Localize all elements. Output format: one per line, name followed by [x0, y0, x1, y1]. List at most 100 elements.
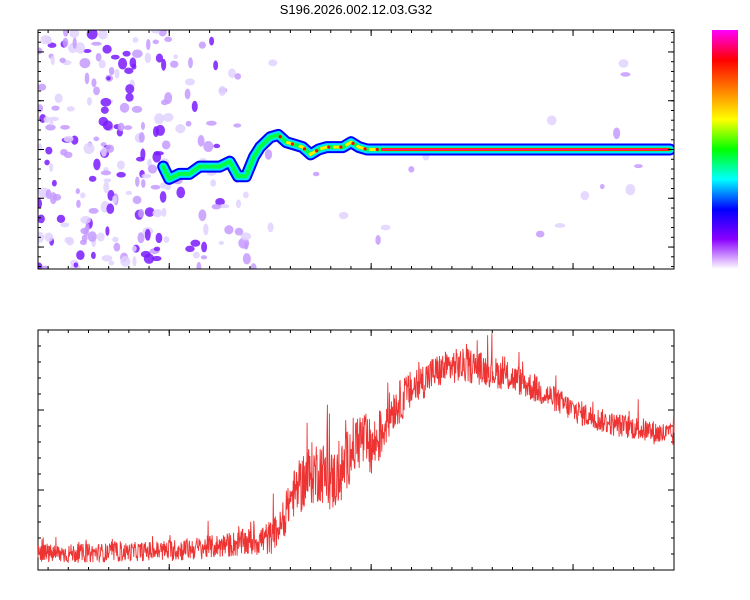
noise-blob — [100, 146, 107, 157]
figure-title: S196.2026.002.12.03.G32 — [280, 2, 433, 17]
noise-blob — [224, 225, 234, 235]
noise-blob — [153, 246, 161, 252]
noise-blob — [234, 73, 242, 80]
noise-blob — [38, 214, 45, 224]
noise-blob — [80, 215, 91, 224]
noise-blob — [201, 241, 208, 253]
noise-blob — [103, 181, 110, 194]
noise-blob — [151, 30, 161, 34]
noise-blob — [56, 214, 66, 223]
noise-blob — [80, 192, 86, 199]
noise-blob — [152, 209, 163, 218]
noise-blob — [164, 36, 173, 43]
noise-blob — [161, 140, 171, 150]
noise-blob — [102, 44, 112, 54]
noise-blob — [228, 68, 236, 79]
noise-blob — [91, 41, 102, 46]
noise-blob — [63, 151, 73, 159]
noise-blob — [146, 38, 151, 51]
noise-blob — [197, 134, 205, 147]
noise-blob — [83, 143, 95, 154]
noise-blob — [210, 179, 217, 187]
noise-blob — [131, 49, 143, 59]
noise-blob — [59, 57, 66, 63]
noise-blob — [76, 199, 81, 208]
noise-blob — [38, 231, 45, 243]
noise-blob — [138, 132, 145, 143]
snr-series-line — [37, 333, 675, 564]
noise-blob — [79, 58, 91, 69]
noise-blob — [54, 93, 63, 104]
noise-blob — [38, 198, 43, 209]
noise-blob — [108, 66, 115, 76]
colorbar — [712, 30, 738, 269]
noise-blob — [150, 184, 161, 190]
noise-blob — [613, 127, 621, 140]
noise-blob — [105, 226, 110, 236]
noise-blob — [580, 190, 590, 201]
noise-blob — [125, 190, 133, 196]
noise-blob — [169, 60, 179, 68]
noise-blob — [184, 88, 191, 100]
noise-blob — [140, 148, 146, 160]
noise-blob — [213, 143, 221, 149]
noise-blob — [83, 48, 92, 53]
noise-blob — [105, 144, 115, 153]
noise-blob — [75, 188, 80, 195]
noise-blob — [101, 255, 113, 262]
noise-blob — [234, 227, 244, 236]
trace-peak-dot — [302, 147, 307, 151]
noise-blob — [38, 83, 47, 91]
noise-blob — [106, 203, 115, 215]
noise-blob — [116, 160, 125, 170]
noise-blob — [60, 222, 70, 228]
noise-blob — [250, 263, 257, 269]
noise-blob — [132, 245, 137, 252]
noise-blob — [132, 37, 139, 43]
noise-blob — [218, 85, 227, 97]
trace-peak-dot — [290, 142, 294, 146]
noise-blob — [116, 171, 126, 178]
noise-blob — [200, 255, 208, 260]
noise-blob — [117, 122, 125, 132]
noise-blob — [51, 179, 57, 187]
noise-blob — [268, 59, 278, 67]
noise-blob — [235, 199, 242, 209]
noise-blob — [108, 260, 115, 266]
noise-blob — [184, 78, 195, 86]
snr-plot-frame — [37, 329, 675, 571]
noise-blob — [113, 242, 121, 252]
noise-blob — [141, 173, 152, 179]
noise-blob — [45, 146, 53, 155]
noise-blob — [375, 235, 381, 245]
noise-blob — [114, 68, 120, 79]
noise-blob — [135, 176, 140, 187]
noise-blob — [72, 37, 77, 49]
noise-blob — [73, 262, 79, 268]
noise-blob — [132, 195, 142, 205]
noise-blob — [129, 57, 137, 69]
noise-blob — [112, 236, 119, 243]
noise-blob — [144, 207, 155, 217]
noise-blob — [634, 164, 643, 169]
noise-blob — [240, 232, 252, 241]
noise-blob — [152, 39, 160, 45]
trace-peak-dot — [327, 145, 331, 149]
noise-blob — [152, 126, 159, 138]
noise-blob — [48, 116, 59, 122]
heatmap-layer — [38, 30, 674, 269]
noise-blob — [161, 207, 167, 217]
noise-blob — [119, 102, 130, 113]
noise-blob — [196, 261, 202, 269]
noise-blob — [206, 120, 217, 126]
noise-blob — [215, 198, 225, 206]
noise-blob — [44, 232, 54, 242]
noise-blob — [69, 30, 80, 38]
noise-blob — [84, 72, 90, 85]
noise-blob — [64, 237, 72, 244]
noise-blob — [124, 67, 134, 74]
noise-blob — [125, 92, 134, 102]
noise-blob — [625, 183, 636, 196]
noise-blob — [98, 116, 109, 127]
noise-blob — [96, 232, 105, 242]
